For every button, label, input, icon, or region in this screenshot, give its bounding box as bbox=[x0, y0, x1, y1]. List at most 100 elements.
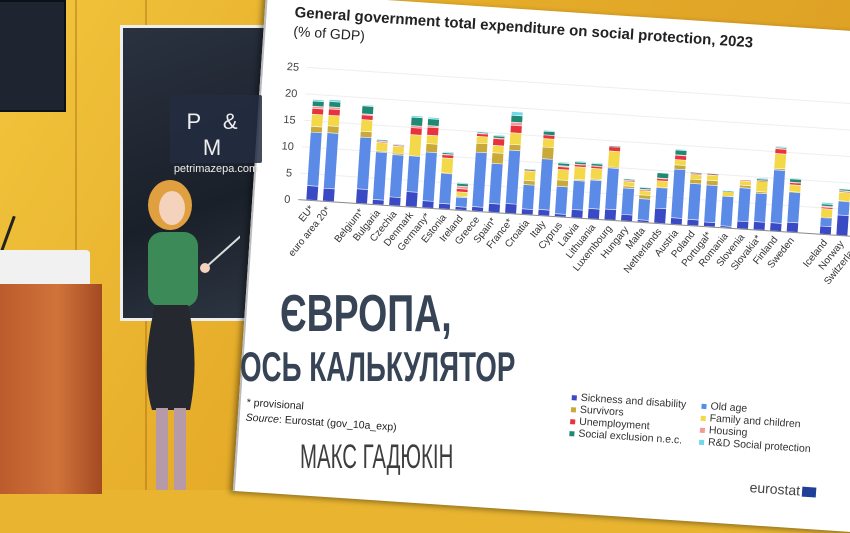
bar-segment-survivors bbox=[573, 179, 585, 181]
bar-segment-survivors bbox=[590, 179, 602, 181]
bar-segment-unemployment bbox=[789, 182, 801, 186]
bar-segment-family-and-children bbox=[756, 181, 768, 192]
legend-swatch bbox=[571, 394, 577, 401]
bar-segment-unemployment bbox=[740, 180, 752, 182]
bar-segment-r-d-social-protection bbox=[493, 135, 505, 137]
bar-segment-old-age bbox=[522, 184, 535, 210]
bar-segment-sickness-and-disability bbox=[471, 206, 484, 212]
bar-segment-unemployment bbox=[361, 115, 373, 121]
y-tick-label: 10 bbox=[281, 140, 294, 153]
bar-segment-sickness-and-disability bbox=[422, 200, 434, 208]
bar-segment-housing bbox=[821, 206, 833, 208]
bar-segment-unemployment bbox=[442, 154, 454, 159]
bar-segment-survivors bbox=[523, 180, 535, 185]
bar-segment-sickness-and-disability bbox=[687, 219, 699, 226]
bar-segment-social-exclusion-n-e-c- bbox=[574, 162, 586, 165]
bar-segment-housing bbox=[477, 133, 489, 135]
bar-segment-family-and-children bbox=[441, 158, 454, 174]
bar-segment-housing bbox=[376, 141, 388, 143]
bar-segment-sickness-and-disability bbox=[438, 203, 451, 210]
bar-segment-sickness-and-disability bbox=[836, 215, 849, 236]
bar-segment-r-d-social-protection bbox=[477, 131, 489, 133]
bar-segment-social-exclusion-n-e-c- bbox=[639, 187, 651, 190]
watermark-logo[interactable]: P & M petrimazepa.com bbox=[170, 95, 262, 175]
bar-segment-family-and-children bbox=[456, 192, 468, 197]
bar-segment-family-and-children bbox=[690, 174, 702, 180]
legend-swatch bbox=[698, 439, 705, 445]
bar-segment-sickness-and-disability bbox=[505, 203, 517, 214]
bar-segment-unemployment bbox=[524, 170, 536, 172]
bar-segment-housing bbox=[393, 144, 405, 146]
bar-segment-family-and-children bbox=[476, 136, 488, 144]
bar-segment-survivors bbox=[541, 147, 554, 160]
bar-segment-family-and-children bbox=[542, 138, 555, 148]
bar-segment-r-d-social-protection bbox=[756, 178, 768, 180]
bar-segment-old-age bbox=[307, 132, 322, 186]
legend-column-2: Old age Family and children Housing R&D Soc… bbox=[698, 400, 814, 455]
bar-segment-unemployment bbox=[328, 109, 340, 116]
bar-segment-family-and-children bbox=[376, 142, 388, 152]
watermark-site[interactable]: petrimazepa.com bbox=[173, 163, 259, 175]
bar-segment-sickness-and-disability bbox=[405, 191, 418, 207]
bar-segment-sickness-and-disability bbox=[637, 220, 649, 223]
bar-segment-housing bbox=[329, 107, 341, 110]
bar-segment-social-exclusion-n-e-c- bbox=[361, 106, 374, 115]
podium bbox=[0, 284, 102, 494]
bar-segment-unemployment bbox=[623, 180, 635, 183]
wall-panel-line bbox=[75, 0, 77, 490]
footnote: * provisional bbox=[246, 396, 305, 413]
bar-segment-social-exclusion-n-e-c- bbox=[329, 101, 341, 108]
legend-swatch bbox=[699, 427, 706, 433]
bar-segment-social-exclusion-n-e-c- bbox=[511, 115, 523, 123]
bar-segment-social-exclusion-n-e-c- bbox=[775, 147, 787, 149]
bar-segment-housing bbox=[609, 146, 621, 148]
bar-segment-social-exclusion-n-e-c- bbox=[609, 145, 621, 148]
bar-segment-survivors bbox=[310, 126, 323, 133]
bar-segment-r-d-social-protection bbox=[722, 190, 734, 192]
bar-segment-housing bbox=[558, 165, 570, 168]
bar-segment-social-exclusion-n-e-c- bbox=[493, 136, 505, 139]
bar-segment-unemployment bbox=[821, 207, 833, 209]
bar-segment-old-age bbox=[455, 197, 468, 207]
bar-segment-family-and-children bbox=[557, 169, 569, 181]
bar-segment-survivors bbox=[690, 179, 702, 184]
bar-segment-unemployment bbox=[839, 191, 850, 193]
chart-card: General government total expenditure on … bbox=[232, 0, 850, 533]
bar-segment-old-age bbox=[554, 186, 568, 215]
bar-segment-old-age bbox=[770, 170, 786, 224]
presenter-illustration bbox=[146, 180, 240, 490]
bar-segment-r-d-social-protection bbox=[775, 146, 787, 148]
bar-segment-unemployment bbox=[609, 146, 621, 152]
bar-segment-social-exclusion-n-e-c- bbox=[411, 117, 423, 126]
bar-segment-social-exclusion-n-e-c- bbox=[789, 179, 802, 183]
bar-segment-survivors bbox=[789, 191, 801, 193]
bar-segment-family-and-children bbox=[392, 146, 405, 154]
bar-segment-old-age bbox=[737, 188, 751, 222]
gridline bbox=[305, 93, 850, 134]
bar-segment-r-d-social-protection bbox=[623, 178, 635, 180]
bar-segment-r-d-social-protection bbox=[821, 202, 833, 205]
bar-segment-social-exclusion-n-e-c- bbox=[524, 169, 536, 171]
bar-segment-social-exclusion-n-e-c- bbox=[657, 172, 669, 179]
bar-segment-housing bbox=[442, 154, 454, 156]
legend-swatch bbox=[701, 403, 707, 409]
bar-segment-old-age bbox=[621, 188, 635, 215]
bar-segment-survivors bbox=[475, 143, 488, 153]
bar-segment-housing bbox=[312, 106, 324, 109]
bar-segment-r-d-social-protection bbox=[790, 178, 802, 180]
bar-segment-old-age bbox=[472, 152, 487, 208]
bar-segment-housing bbox=[839, 190, 850, 193]
bar-segment-old-age bbox=[754, 193, 767, 223]
source-label: Source bbox=[245, 411, 280, 426]
bar-segment-sickness-and-disability bbox=[455, 206, 467, 211]
bar-segment-sickness-and-disability bbox=[554, 213, 566, 217]
bar-segment-survivors bbox=[739, 185, 751, 189]
bar-segment-old-age bbox=[820, 217, 832, 227]
bar-segment-old-age bbox=[538, 158, 553, 210]
bar-segment-old-age bbox=[637, 198, 651, 221]
y-tick-label: 25 bbox=[286, 61, 299, 74]
author-name: МАКС ГАДЮКІН bbox=[300, 438, 454, 476]
bar-segment-social-exclusion-n-e-c- bbox=[591, 163, 603, 167]
bar-segment-r-d-social-protection bbox=[511, 111, 523, 116]
